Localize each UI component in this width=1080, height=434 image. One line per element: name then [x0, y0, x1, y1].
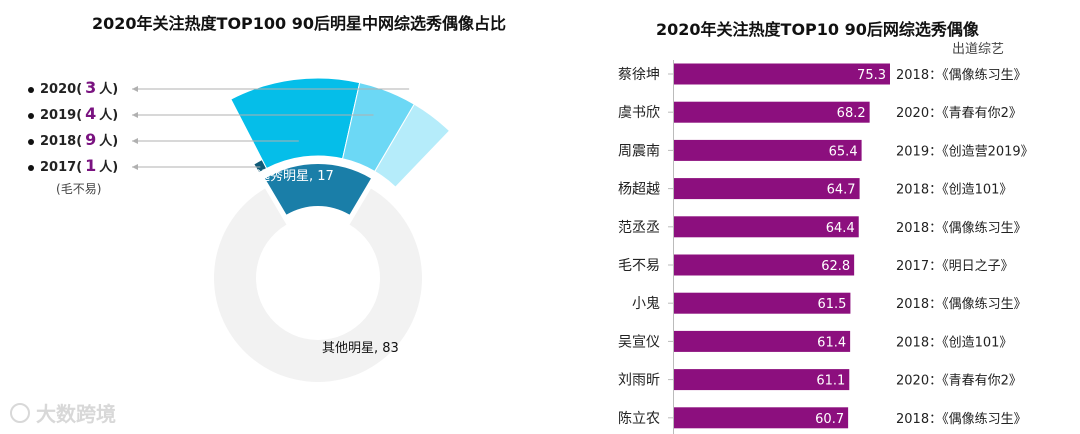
legend-item-2017: 2017(1 人) [28, 156, 118, 182]
logo-icon [10, 403, 30, 423]
category-label: 杨超越 [618, 182, 660, 198]
bullet-icon [28, 164, 34, 171]
legend-unit: 人 [99, 108, 113, 123]
debut-show-label: 2017：《明日之子》 [896, 259, 1014, 274]
category-label: 周震南 [618, 143, 660, 159]
category-label: 蔡徐坤 [618, 67, 660, 83]
bullet-icon [28, 138, 34, 145]
bar [674, 369, 850, 391]
bar-value-label: 61.1 [816, 374, 845, 389]
bar-value-label: 62.8 [821, 259, 850, 274]
legend-count: 9 [85, 130, 97, 149]
watermark-text: 大数跨境 [36, 402, 116, 426]
category-label: 虞书欣 [618, 105, 660, 121]
slice-label-draft: 选秀明星, 17 [257, 169, 334, 184]
slice-other-stars [214, 188, 423, 382]
legend-item-2020: 2020(3 人) [28, 78, 118, 104]
bar-value-label: 61.5 [817, 297, 846, 312]
legend-count: 1 [85, 156, 97, 175]
bar [674, 63, 890, 85]
leader-arrow-icon [132, 112, 138, 118]
bar-value-label: 65.4 [829, 144, 858, 159]
bar-value-label: 75.3 [857, 68, 886, 83]
watermark: 大数跨境 [10, 398, 116, 427]
bar-row: 周震南 65.4 2019：《创造营2019》 [618, 139, 1034, 161]
category-label: 毛不易 [618, 258, 660, 274]
bar-row: 陈立农 60.7 2018：《偶像练习生》 [618, 407, 1027, 429]
category-label: 刘雨昕 [618, 373, 660, 389]
bar [674, 101, 870, 123]
leader-arrow-icon [132, 138, 138, 144]
debut-show-label: 2020：《青春有你2》 [896, 106, 1022, 121]
bar-row: 刘雨昕 61.1 2020：《青春有你2》 [618, 369, 1022, 391]
donut-chart-panel: 2020年关注热度TOP100 90后明星中网综选秀偶像占比 选秀明星, 17 其… [10, 14, 507, 427]
leader-arrow-icon [132, 86, 138, 92]
bar [674, 407, 849, 429]
bar-row: 小鬼 61.5 2018：《偶像练习生》 [632, 292, 1027, 314]
bar-row: 蔡徐坤 75.3 2018：《偶像练习生》 [618, 63, 1027, 85]
legend-note-text: 毛不易 [60, 182, 97, 196]
bar-value-label: 64.7 [827, 183, 856, 198]
slice-label-other: 其他明星, 83 [322, 341, 399, 356]
bullet-icon [28, 86, 34, 93]
bar-value-label: 64.4 [826, 221, 855, 236]
debut-show-label: 2018：《偶像练习生》 [896, 297, 1027, 312]
bar [674, 330, 851, 352]
legend-year: 2019 [40, 108, 77, 123]
legend-year: 2017 [40, 160, 77, 175]
bar [674, 216, 859, 238]
legend-note-2017: (毛不易) [56, 182, 102, 196]
category-label: 范丞丞 [618, 219, 660, 236]
bullet-icon [28, 112, 34, 119]
bar [674, 292, 851, 314]
legend-unit: 人 [99, 82, 113, 97]
debut-show-label: 2018：《创造101》 [896, 183, 1012, 198]
debut-show-label: 2018：《偶像练习生》 [896, 221, 1027, 236]
bar [674, 139, 862, 161]
bar-row: 虞书欣 68.2 2020：《青春有你2》 [618, 101, 1022, 123]
category-label: 小鬼 [632, 296, 660, 312]
category-label: 吴宣仪 [618, 334, 660, 350]
legend-item-2018: 2018(9 人) [28, 130, 118, 156]
breakdown-legend: 2020(3 人) 2019(4 人) 2018(9 人) 2017(1 人) (毛不易… [28, 78, 118, 197]
debut-show-label: 2019：《创造营2019》 [896, 144, 1034, 159]
legend-unit: 人 [99, 134, 113, 149]
bar-row: 杨超越 64.7 2018：《创造101》 [618, 178, 1012, 200]
debut-show-label: 2018：《偶像练习生》 [896, 68, 1027, 83]
bar-value-label: 68.2 [837, 106, 866, 121]
breakdown-arc-2018 [230, 77, 361, 170]
donut-chart-title: 2020年关注热度TOP100 90后明星中网综选秀偶像占比 [92, 14, 507, 33]
bar-chart-title: 2020年关注热度TOP10 90后网综选秀偶像 [656, 20, 979, 39]
debut-show-label: 2018：《偶像练习生》 [896, 412, 1027, 427]
bar-row: 吴宣仪 61.4 2018：《创造101》 [618, 330, 1012, 352]
category-label: 陈立农 [618, 410, 660, 427]
leader-arrow-icon [132, 164, 138, 170]
legend-count: 3 [85, 78, 97, 97]
donut-chart: 选秀明星, 17 其他明星, 83 [132, 77, 451, 382]
bar-value-label: 61.4 [817, 335, 846, 350]
legend-item-2019: 2019(4 人) [28, 104, 118, 130]
debut-show-label: 2020：《青春有你2》 [896, 374, 1022, 389]
legend-count: 4 [85, 104, 97, 123]
bar-row: 范丞丞 64.4 2018：《偶像练习生》 [618, 216, 1027, 238]
legend-year: 2020 [40, 82, 77, 97]
slice-draft-stars [265, 164, 371, 215]
bar-row: 毛不易 62.8 2017：《明日之子》 [618, 254, 1014, 276]
debut-show-label: 2018：《创造101》 [896, 335, 1012, 350]
legend-year: 2018 [40, 134, 77, 149]
breakdown-arc-2020 [374, 103, 451, 188]
bar-value-label: 60.7 [815, 412, 844, 427]
column-header: 出道综艺 [952, 42, 1004, 57]
bar [674, 178, 860, 200]
bar [674, 254, 855, 276]
bar-chart-panel: 2020年关注热度TOP10 90后网综选秀偶像 出道综艺蔡徐坤 75.3 2018… [560, 0, 1080, 434]
legend-unit: 人 [99, 160, 113, 175]
